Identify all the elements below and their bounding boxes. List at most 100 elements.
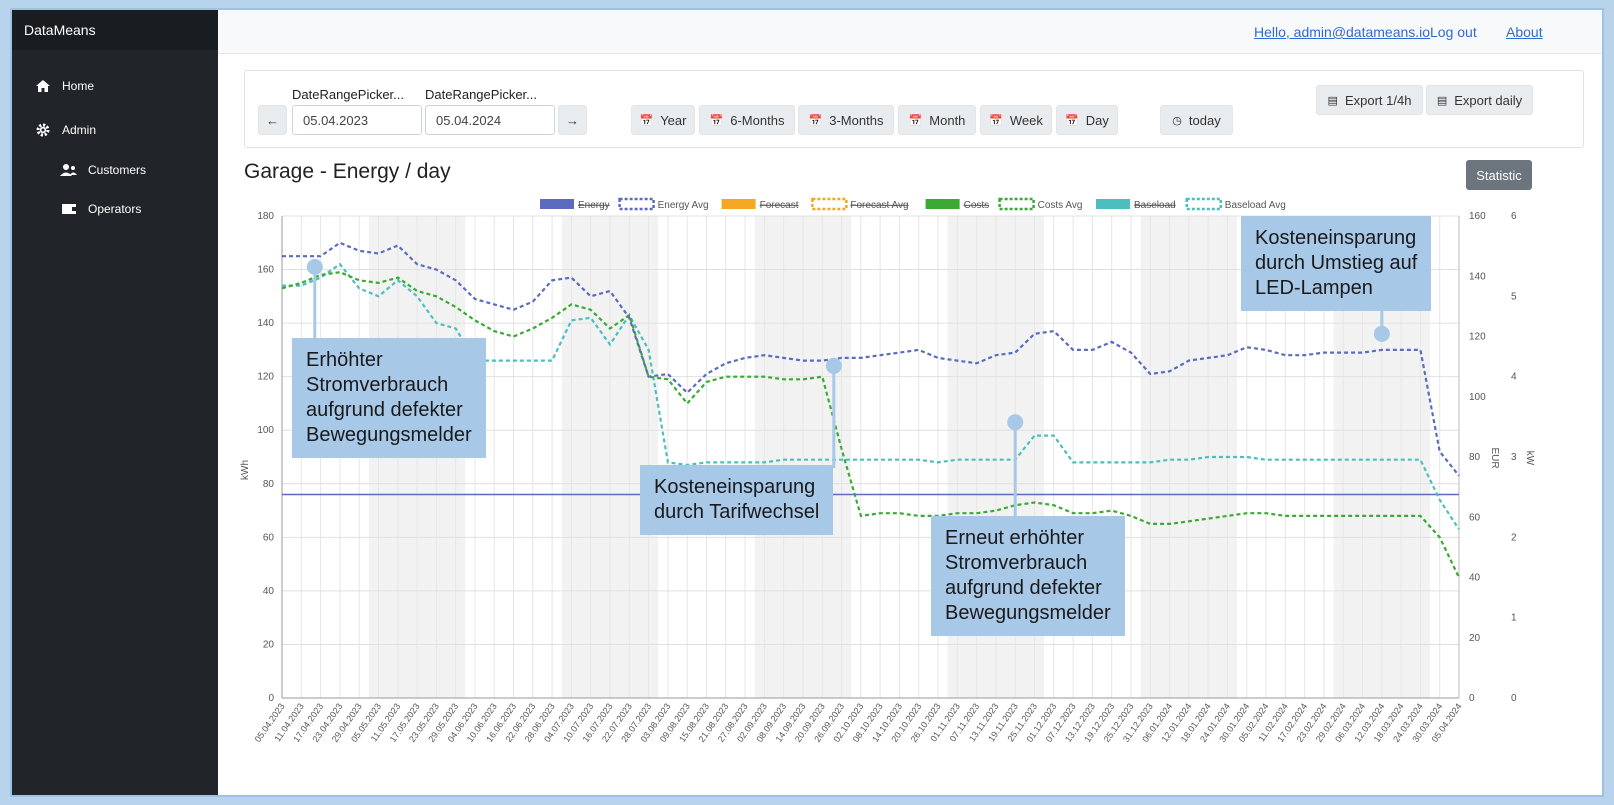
callout-line: Erhöhter <box>306 349 383 371</box>
legend-swatch <box>618 197 655 211</box>
sidebar-item-home[interactable]: Home <box>34 78 94 94</box>
logout-link[interactable]: Log out <box>1430 24 1477 40</box>
range-label: 3-Months <box>829 112 884 128</box>
y-tick-label-right-kw: 0 <box>1511 693 1517 704</box>
export-quarter-hour-button[interactable]: ▤ Export 1/4h <box>1316 85 1423 115</box>
legend-swatch <box>925 199 960 209</box>
y-tick-label-left: 40 <box>263 586 275 597</box>
y-axis-title-kw: kW <box>1524 451 1535 466</box>
today-label: today <box>1188 112 1221 128</box>
calendar-icon: 📅 <box>989 114 1003 127</box>
start-date-input[interactable]: 05.04.2023 <box>292 105 422 135</box>
legend-swatch <box>998 197 1035 211</box>
y-tick-label-left: 180 <box>257 211 274 222</box>
prev-range-button[interactable]: ← <box>258 105 287 135</box>
range-day-button[interactable]: 📅 Day <box>1056 105 1118 135</box>
annotation-callout-4: Kosteneinsparung durch Umstieg auf LED-L… <box>1241 216 1432 311</box>
legend-item: Baseload Avg <box>1185 197 1286 211</box>
energy-chart: 05.04.202311.04.202317.04.202323.04.2023… <box>240 197 1535 744</box>
y-tick-label-right-kw: 3 <box>1511 452 1517 463</box>
range-label: Month <box>929 112 966 128</box>
legend-item: Costs <box>925 199 990 211</box>
legend-label: Costs <box>964 200 990 211</box>
y-tick-label-left: 140 <box>257 318 274 329</box>
legend-swatch <box>721 199 756 209</box>
start-date-label: DateRangePicker... <box>292 87 405 102</box>
gear-icon <box>34 122 52 138</box>
legend-item: Forecast Avg <box>811 197 909 211</box>
file-excel-icon: ▤ <box>1327 94 1338 107</box>
calendar-icon: 📅 <box>1065 114 1079 127</box>
today-button[interactable]: ◷ today <box>1160 105 1233 135</box>
home-icon <box>34 78 52 94</box>
legend-item: Baseload <box>1096 199 1176 211</box>
y-tick-label-right-eur: 120 <box>1469 332 1486 343</box>
clock-icon: ◷ <box>1172 114 1182 127</box>
callout-line: Stromverbrauch <box>306 374 449 396</box>
about-link[interactable]: About <box>1506 24 1543 40</box>
sidebar-item-operators[interactable]: Operators <box>60 201 141 217</box>
range-year-button[interactable]: 📅 Year <box>631 105 695 135</box>
user-greeting-link[interactable]: Hello, admin@datameans.io <box>1254 24 1431 40</box>
next-range-button[interactable]: → <box>558 105 587 135</box>
calendar-icon: 📅 <box>908 114 923 127</box>
range-month-button[interactable]: 📅 Month <box>898 105 976 135</box>
callout-line: Kosteneinsparung <box>654 476 816 498</box>
sidebar-item-admin[interactable]: Admin <box>34 122 96 138</box>
id-card-icon <box>60 201 78 217</box>
export-daily-button[interactable]: ▤ Export daily <box>1426 85 1533 115</box>
calendar-icon: 📅 <box>639 114 654 127</box>
pointer-2-dot <box>825 357 842 374</box>
y-tick-label-left: 20 <box>263 639 275 650</box>
arrow-right-icon: → <box>566 112 579 128</box>
sidebar-item-label: Admin <box>62 123 97 137</box>
page-title: Garage - Energy / day <box>244 160 451 183</box>
y-tick-label-right-eur: 40 <box>1469 573 1481 584</box>
end-date-label: DateRangePicker... <box>425 87 538 102</box>
end-date-input[interactable]: 05.04.2024 <box>425 105 555 135</box>
export-label: Export 1/4h <box>1344 92 1412 108</box>
users-icon <box>60 162 78 178</box>
legend-item: Energy <box>540 199 610 211</box>
callout-line: Bewegungsmelder <box>945 602 1111 624</box>
y-tick-label-right-kw: 5 <box>1511 291 1517 302</box>
range-label: Year <box>660 112 687 128</box>
legend-label: Costs Avg <box>1038 200 1083 211</box>
y-tick-label-left: 160 <box>257 265 274 276</box>
legend-label: Energy Avg <box>658 200 709 211</box>
brand-logo[interactable]: DataMeans <box>12 10 218 50</box>
calendar-icon: 📅 <box>808 114 823 127</box>
y-tick-label-right-kw: 1 <box>1511 613 1517 624</box>
y-axis-title-left: kWh <box>240 460 251 480</box>
annotation-callout-3: Erneut erhöhter Stromverbrauch aufgrund … <box>931 516 1125 636</box>
sidebar: DataMeans Home Admin Customers Operators <box>12 10 218 795</box>
sidebar-item-customers[interactable]: Customers <box>60 162 146 178</box>
range-3-months-button[interactable]: 📅 3-Months <box>798 105 894 135</box>
legend-item: Costs Avg <box>998 197 1083 211</box>
legend-swatch <box>811 197 848 211</box>
pointer-1-dot <box>306 258 323 275</box>
y-tick-label-right-eur: 80 <box>1469 452 1481 463</box>
annotation-callout-1: Erhöhter Stromverbrauch aufgrund defekte… <box>292 338 486 458</box>
y-tick-label-left: 0 <box>268 693 274 704</box>
callout-line: durch Tarifwechsel <box>654 501 820 523</box>
callout-line: Erneut erhöhter <box>945 527 1084 549</box>
callout-line: Stromverbrauch <box>945 552 1088 574</box>
legend-item: Forecast <box>721 199 799 211</box>
legend-label: Baseload Avg <box>1225 200 1286 211</box>
y-axis-title-eur: EUR <box>1489 447 1500 468</box>
app-frame: DataMeans Home Admin Customers Operators <box>10 8 1604 797</box>
statistic-button[interactable]: Statistic <box>1466 160 1532 190</box>
y-tick-label-left: 120 <box>257 372 274 383</box>
calendar-icon: 📅 <box>709 114 724 127</box>
y-tick-label-left: 60 <box>263 532 275 543</box>
range-6-months-button[interactable]: 📅 6-Months <box>699 105 795 135</box>
callout-line: LED-Lampen <box>1255 277 1373 299</box>
chart-legend[interactable]: Energy Energy Avg Forecast Forecast Avg Cost… <box>540 197 1286 211</box>
range-label: Week <box>1009 112 1043 128</box>
energy-avg-line <box>282 241 1460 477</box>
y-tick-label-right-eur: 0 <box>1469 693 1475 704</box>
annotation-pointers <box>306 258 1390 518</box>
top-bar: Hello, admin@datameans.io Log out About <box>218 10 1602 54</box>
range-week-button[interactable]: 📅 Week <box>980 105 1052 135</box>
